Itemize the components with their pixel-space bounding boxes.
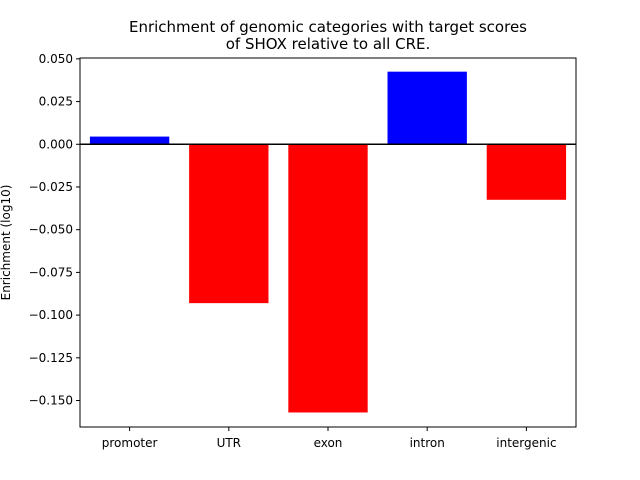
y-axis-label: Enrichment (log10) (0, 185, 13, 301)
chart-title-line-2: of SHOX relative to all CRE. (226, 35, 431, 53)
bar-intron (387, 71, 467, 145)
x-axis: promoter UTR exon intron intergenic (102, 427, 557, 450)
y-tick-label: −0.050 (29, 223, 73, 237)
bar-UTR (189, 144, 269, 304)
y-tick-label: 0.025 (39, 95, 73, 109)
x-tick-label-exon: exon (314, 436, 343, 450)
x-tick-label-intron: intron (410, 436, 445, 450)
bar-promoter (89, 136, 170, 145)
chart-title-line-1: Enrichment of genomic categories with ta… (129, 18, 527, 36)
x-tick-label-intergenic: intergenic (496, 436, 556, 450)
x-tick-label-promoter: promoter (102, 436, 158, 450)
bar-intergenic (486, 144, 567, 200)
y-tick-label: 0.000 (39, 137, 73, 151)
y-tick-label: −0.100 (29, 308, 73, 322)
y-tick-label: −0.075 (29, 265, 73, 279)
y-tick-label: 0.050 (39, 52, 73, 66)
bars-group (89, 71, 567, 413)
x-tick-label-UTR: UTR (217, 436, 241, 450)
y-tick-label: −0.150 (29, 394, 73, 408)
y-tick-label: −0.125 (29, 351, 73, 365)
y-axis: 0.050 0.025 0.000 −0.025 −0.050 −0.075 −0.100 −… (29, 52, 80, 408)
bar-exon (288, 144, 368, 413)
y-tick-label: −0.025 (29, 180, 73, 194)
